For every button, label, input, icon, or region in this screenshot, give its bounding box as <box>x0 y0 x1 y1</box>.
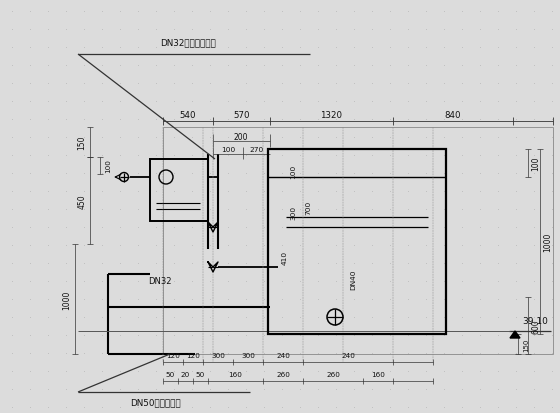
Text: DN32，排水示意图: DN32，排水示意图 <box>160 38 216 47</box>
Text: 1000: 1000 <box>544 232 553 252</box>
Text: 240: 240 <box>276 352 290 358</box>
Text: 260: 260 <box>326 371 340 377</box>
Text: DN32: DN32 <box>148 277 171 286</box>
Text: 700: 700 <box>305 200 311 215</box>
Text: DN40: DN40 <box>350 269 356 290</box>
Text: 100: 100 <box>221 147 235 153</box>
Text: 240: 240 <box>341 352 355 358</box>
Text: 120: 120 <box>166 352 180 358</box>
Text: 120: 120 <box>186 352 200 358</box>
Text: 1320: 1320 <box>320 110 343 119</box>
Text: 20: 20 <box>181 371 190 377</box>
Text: 150: 150 <box>523 337 529 351</box>
Text: 450: 450 <box>77 194 86 208</box>
Text: 600: 600 <box>531 318 540 333</box>
Text: 1000: 1000 <box>63 290 72 309</box>
Text: 300: 300 <box>290 205 296 220</box>
Text: 260: 260 <box>276 371 290 377</box>
Text: 150: 150 <box>77 135 86 150</box>
Text: 39.10: 39.10 <box>522 317 548 326</box>
Text: 50: 50 <box>196 371 205 377</box>
Polygon shape <box>510 331 520 338</box>
Text: 50: 50 <box>166 371 175 377</box>
Text: DN50，接至屋面: DN50，接至屋面 <box>130 398 181 406</box>
Text: 270: 270 <box>250 147 264 153</box>
Text: 160: 160 <box>371 371 385 377</box>
Text: 200: 200 <box>234 132 248 141</box>
Bar <box>150 159 208 221</box>
Text: 160: 160 <box>228 371 242 377</box>
Text: 570: 570 <box>234 110 250 119</box>
Text: 410: 410 <box>282 250 288 264</box>
Text: 100: 100 <box>290 164 296 179</box>
Text: 100: 100 <box>531 157 540 171</box>
Bar <box>268 150 446 334</box>
Text: 540: 540 <box>180 110 196 119</box>
Text: 840: 840 <box>445 110 461 119</box>
Text: 300: 300 <box>211 352 225 358</box>
Text: 300: 300 <box>241 352 255 358</box>
Text: 100: 100 <box>105 159 111 173</box>
